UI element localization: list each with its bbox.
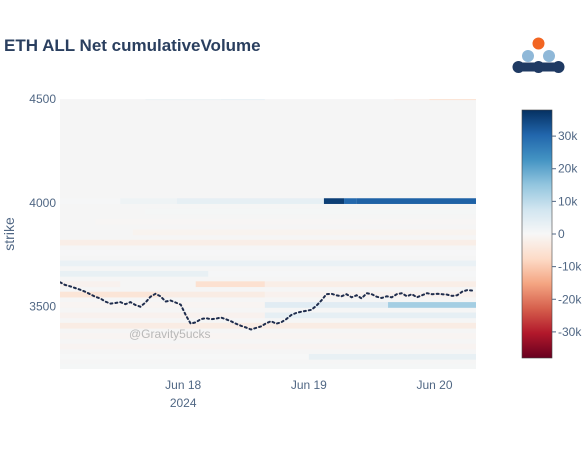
- heatmap-cell: [60, 333, 476, 339]
- heatmap-cell: [60, 281, 121, 288]
- heatmap-cell: [308, 354, 476, 360]
- heatmap-cell: [60, 270, 209, 277]
- colorbar: [521, 109, 553, 359]
- heatmap-cell: [264, 302, 389, 308]
- heatmap-cell: [60, 239, 476, 246]
- x-tick-sublabel: 2024: [170, 396, 197, 410]
- heatmap-cell: [60, 198, 121, 204]
- y-tick-label: 3500: [29, 300, 56, 314]
- heatmap-cell: [220, 99, 265, 101]
- heatmap-cell: [60, 364, 476, 369]
- heatmap-cell: [60, 312, 265, 319]
- heatmap-cell: [60, 250, 476, 256]
- heatmap-cell: [176, 198, 324, 204]
- y-axis-title: strike: [1, 217, 17, 251]
- watermark: @Gravity5ucks: [129, 327, 211, 341]
- heatmap-cell: [60, 354, 309, 360]
- price-series-line: [60, 281, 474, 331]
- x-tick-label: Jun 20: [417, 378, 453, 392]
- colorbar-tick-label: 10k: [558, 194, 578, 208]
- heatmap-cell: [323, 198, 345, 204]
- brand-logo-icon: [512, 37, 565, 73]
- x-tick-label: Jun 18: [165, 378, 201, 392]
- heatmap-cell: [60, 260, 476, 267]
- heatmap-cell: [60, 99, 476, 101]
- x-tick-label: Jun 19: [291, 378, 327, 392]
- heatmap-cell: [60, 343, 476, 350]
- y-tick-label: 4500: [29, 92, 56, 106]
- heatmap-cell: [195, 281, 265, 288]
- colorbar-tick-label: -10k: [558, 260, 582, 274]
- colorbar-tick-label: -20k: [558, 292, 582, 306]
- heatmap-cell: [344, 198, 357, 204]
- colorbar-tick-label: -30k: [558, 325, 582, 339]
- colorbar-tick-label: 30k: [558, 129, 578, 143]
- y-tick-label: 4000: [29, 196, 56, 210]
- heatmap-cell: [264, 281, 476, 288]
- heatmap-cell: [120, 198, 177, 204]
- heatmap-cell: [132, 229, 476, 236]
- heatmap-cell: [60, 291, 159, 298]
- heatmap-cell: [264, 291, 476, 298]
- heatmap-cell: [394, 99, 430, 101]
- heatmap-cell: [60, 322, 476, 329]
- colorbar-tick-label: 20k: [558, 162, 578, 176]
- heatmap-cell: [356, 198, 476, 204]
- heatmap-cell: [60, 302, 265, 308]
- colorbar-tick-label: 0: [558, 227, 565, 241]
- heatmap-cell: [158, 291, 265, 298]
- heatmap-cell: [145, 99, 221, 101]
- chart-title: ETH ALL Net cumulativeVolume: [4, 36, 261, 55]
- heatmap-cell: [388, 302, 476, 308]
- heatmap-cell: [429, 99, 476, 101]
- heatmap-cell: [264, 312, 476, 319]
- heatmap-cell: [145, 208, 476, 215]
- heatmap-cell: [95, 219, 476, 225]
- heatmap-cell: [208, 270, 476, 277]
